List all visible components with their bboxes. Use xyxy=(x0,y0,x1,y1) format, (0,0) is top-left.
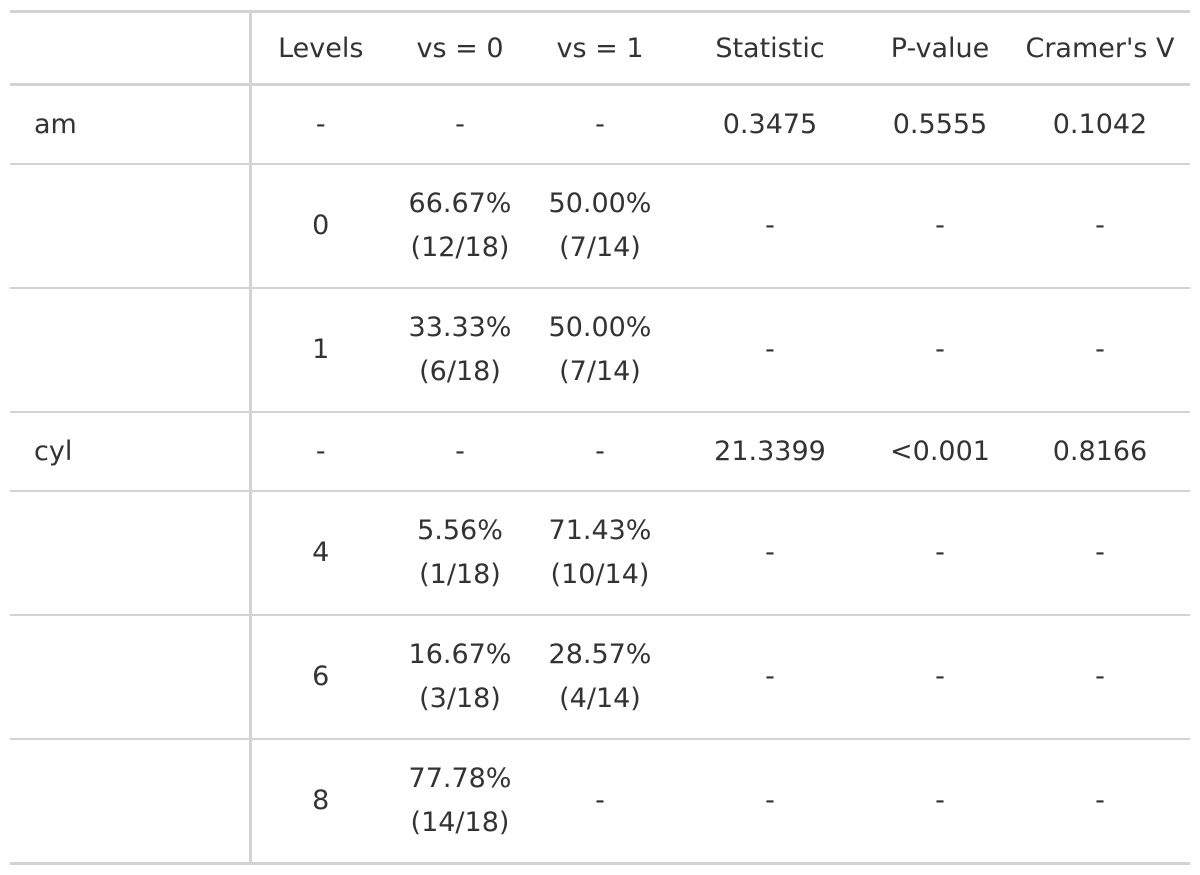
pvalue-cell: - xyxy=(870,615,1010,740)
vs1-percent: - xyxy=(595,785,605,816)
vs1-percent: - xyxy=(595,108,605,140)
vs1-fraction: (7/14) xyxy=(559,356,641,387)
vs0-cell: 5.56% (1/18) xyxy=(390,491,530,616)
pvalue-cell: <0.001 xyxy=(870,412,1010,492)
variable-cell xyxy=(10,164,252,289)
level-cell: 0 xyxy=(250,164,390,289)
table-row: 8 77.78% (14/18) - - - - xyxy=(10,739,1190,865)
vs0-fraction: (1/18) xyxy=(419,559,501,590)
cramers-v-cell: - xyxy=(1010,164,1190,289)
statistic-cell: - xyxy=(670,615,870,740)
vs1-cell: 50.00% (7/14) xyxy=(530,164,670,289)
header-stub xyxy=(10,11,252,85)
vs0-fraction: (6/18) xyxy=(419,356,501,387)
table-row: 6 16.67% (3/18) 28.57% (4/14) - - - xyxy=(10,615,1190,740)
header-cramers-v: Cramer's V xyxy=(1025,32,1175,64)
vs0-cell: 77.78% (14/18) xyxy=(390,739,530,865)
vs0-percent: - xyxy=(455,108,465,140)
pvalue-cell: - xyxy=(870,164,1010,289)
vs0-percent: 77.78% xyxy=(408,763,512,794)
variable-cell xyxy=(10,288,252,413)
variable-cell xyxy=(10,491,252,616)
cramers-v-cell: 0.1042 xyxy=(1010,84,1190,165)
header-row: Levels vs = 0 vs = 1 Statistic P-value C… xyxy=(10,11,1190,85)
pvalue-cell: - xyxy=(870,491,1010,616)
statistic-cell: - xyxy=(670,491,870,616)
table-row: 4 5.56% (1/18) 71.43% (10/14) - - - xyxy=(10,491,1190,616)
vs0-cell: 33.33% (6/18) xyxy=(390,288,530,413)
vs1-fraction: (7/14) xyxy=(559,232,641,263)
vs1-cell: 28.57% (4/14) xyxy=(530,615,670,740)
table-row: am - - - 0.3475 0.5555 0.1042 xyxy=(10,84,1190,165)
level-cell: 8 xyxy=(250,739,390,865)
level-cell: - xyxy=(250,84,390,165)
level-cell: 1 xyxy=(250,288,390,413)
cramers-v-cell: 0.8166 xyxy=(1010,412,1190,492)
vs0-fraction: (12/18) xyxy=(410,232,510,263)
vs0-cell: - xyxy=(390,84,530,165)
vs0-percent: 16.67% xyxy=(408,639,512,670)
table-row: 0 66.67% (12/18) 50.00% (7/14) - - - xyxy=(10,164,1190,289)
level-cell: - xyxy=(250,412,390,492)
vs0-percent: - xyxy=(455,435,465,467)
pvalue-cell: - xyxy=(870,739,1010,865)
vs1-cell: - xyxy=(530,412,670,492)
header-levels: Levels xyxy=(278,32,364,64)
vs0-cell: 66.67% (12/18) xyxy=(390,164,530,289)
vs1-fraction: (4/14) xyxy=(559,683,641,714)
variable-cell: cyl xyxy=(10,412,252,492)
vs1-cell: 71.43% (10/14) xyxy=(530,491,670,616)
vs0-percent: 66.67% xyxy=(408,188,512,219)
vs0-cell: 16.67% (3/18) xyxy=(390,615,530,740)
vs1-fraction: (10/14) xyxy=(550,559,650,590)
vs1-cell: - xyxy=(530,84,670,165)
summary-table-container: Levels vs = 0 vs = 1 Statistic P-value C… xyxy=(10,10,1190,865)
header-statistic: Statistic xyxy=(715,32,825,64)
vs1-percent: - xyxy=(595,435,605,467)
cramers-v-cell: - xyxy=(1010,288,1190,413)
vs1-percent: 50.00% xyxy=(548,312,652,343)
table-row: cyl - - - 21.3399 <0.001 0.8166 xyxy=(10,412,1190,492)
header-vs1: vs = 1 xyxy=(556,32,644,64)
vs0-fraction: (14/18) xyxy=(410,807,510,838)
variable-cell xyxy=(10,615,252,740)
statistic-cell: - xyxy=(670,164,870,289)
cramers-v-cell: - xyxy=(1010,491,1190,616)
summary-table: Levels vs = 0 vs = 1 Statistic P-value C… xyxy=(10,10,1190,865)
table-row: 1 33.33% (6/18) 50.00% (7/14) - - - xyxy=(10,288,1190,413)
cramers-v-cell: - xyxy=(1010,615,1190,740)
statistic-cell: - xyxy=(670,288,870,413)
vs0-cell: - xyxy=(390,412,530,492)
vs0-fraction: (3/18) xyxy=(419,683,501,714)
vs0-percent: 5.56% xyxy=(417,515,503,546)
header-pvalue: P-value xyxy=(890,32,990,64)
vs1-cell: - xyxy=(530,739,670,865)
vs1-percent: 28.57% xyxy=(548,639,652,670)
header-vs0: vs = 0 xyxy=(416,32,504,64)
variable-cell xyxy=(10,739,252,865)
variable-cell: am xyxy=(10,84,252,165)
cramers-v-cell: - xyxy=(1010,739,1190,865)
pvalue-cell: - xyxy=(870,288,1010,413)
statistic-cell: - xyxy=(670,739,870,865)
vs1-percent: 71.43% xyxy=(548,515,652,546)
vs1-cell: 50.00% (7/14) xyxy=(530,288,670,413)
level-cell: 6 xyxy=(250,615,390,740)
statistic-cell: 21.3399 xyxy=(670,412,870,492)
level-cell: 4 xyxy=(250,491,390,616)
vs0-percent: 33.33% xyxy=(408,312,512,343)
statistic-cell: 0.3475 xyxy=(670,84,870,165)
pvalue-cell: 0.5555 xyxy=(870,84,1010,165)
vs1-percent: 50.00% xyxy=(548,188,652,219)
